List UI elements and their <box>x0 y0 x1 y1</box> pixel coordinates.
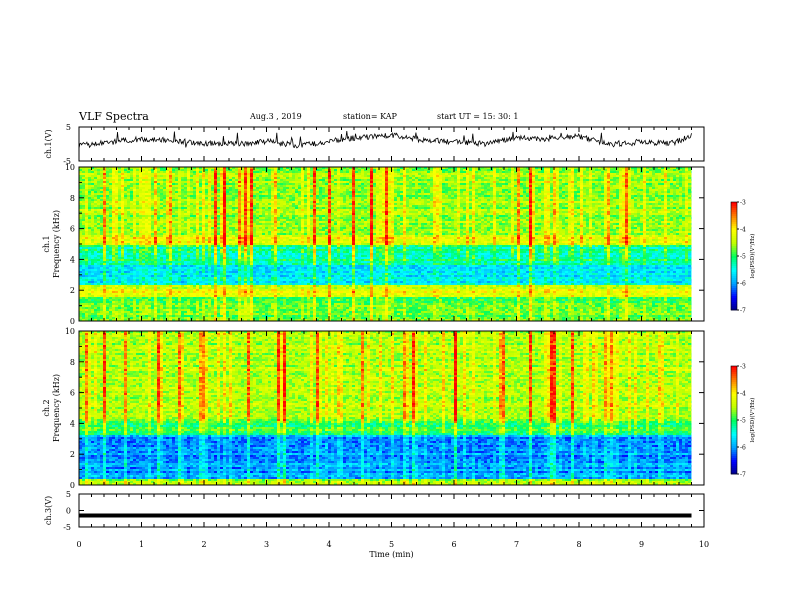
ch2-spectrogram-channel-label: ch.2 <box>42 399 51 416</box>
ch2-spectrogram-colorbar-label: log(PSD)(V²/Hz) <box>749 398 756 443</box>
ch2-spectrogram-ylabel: Frequency (kHz) <box>52 374 61 442</box>
ch3-waveform-ylabel: ch.3(V) <box>44 496 53 525</box>
ch2-spectrogram-colorbar-tick-label: -4 <box>740 391 746 398</box>
ch1-spectrogram-empty-region <box>692 167 705 321</box>
ch1-waveform-ylabel: ch.1(V) <box>44 129 53 158</box>
ch3-waveform-ytick-label: -5 <box>63 523 71 532</box>
x-tick-label: 5 <box>389 540 394 549</box>
ch1-spectrogram-ytick-label: 10 <box>65 163 75 172</box>
x-tick-label: 10 <box>699 540 709 549</box>
ch1-spectrogram-colorbar-tick-label: -7 <box>740 308 746 315</box>
x-tick-label: 1 <box>139 540 144 549</box>
ch1-spectrogram-ytick-label: 8 <box>70 194 75 203</box>
ch1-spectrogram-heatmap <box>79 167 694 321</box>
ch2-spectrogram-ytick-label: 0 <box>70 481 75 490</box>
x-tick-label: 3 <box>264 540 269 549</box>
ch2-spectrogram-empty-region <box>692 331 705 485</box>
ch2-spectrogram-ytick-label: 10 <box>65 327 75 336</box>
x-tick-label: 2 <box>201 540 206 549</box>
ch1-spectrogram-colorbar-label: log(PSD)(V²/Hz) <box>749 234 756 279</box>
ch1-waveform-frame <box>79 127 704 161</box>
ch1-spectrogram-ytick-label: 4 <box>70 255 75 264</box>
ch2-spectrogram-colorbar-tick-label: -3 <box>740 364 746 371</box>
ch1-spectrogram-colorbar-tick-label: -6 <box>740 281 746 288</box>
x-axis-label: Time (min) <box>369 550 413 559</box>
ch1-spectrogram-ylabel: Frequency (kHz) <box>52 210 61 278</box>
ch1-spectrogram-ytick-label: 0 <box>70 317 75 326</box>
ch2-spectrogram-ytick-label: 4 <box>70 419 75 428</box>
ch2-spectrogram-ytick-label: 2 <box>70 450 75 459</box>
x-tick-label: 7 <box>514 540 519 549</box>
ch1-spectrogram-colorbar-tick-label: -5 <box>740 254 746 261</box>
ch3-waveform-ytick-label: 5 <box>66 490 71 499</box>
ch3-waveform-ytick-label: 0 <box>66 507 71 516</box>
ch2-spectrogram-colorbar-tick-label: -6 <box>740 445 746 452</box>
ch2-spectrogram-ytick-label: 8 <box>70 358 75 367</box>
x-tick-label: 9 <box>639 540 644 549</box>
ch1-spectrogram-colorbar-tick-label: -4 <box>740 227 746 234</box>
ch1-spectrogram-colorbar-tick-label: -3 <box>740 200 746 207</box>
x-tick-label: 4 <box>326 540 331 549</box>
x-tick-label: 6 <box>451 540 456 549</box>
ch1-spectrogram-ytick-label: 2 <box>70 286 75 295</box>
ch1-waveform-ytick-label: 5 <box>66 123 71 132</box>
ch1-spectrogram-ytick-label: 6 <box>70 225 75 234</box>
ch2-spectrogram-heatmap <box>79 331 694 485</box>
ch2-spectrogram-colorbar-tick-label: -7 <box>740 472 746 479</box>
ch1-spectrogram-colorbar <box>731 202 737 310</box>
ch2-spectrogram-colorbar <box>731 366 737 474</box>
ch2-spectrogram-colorbar-tick-label: -5 <box>740 418 746 425</box>
x-tick-label: 0 <box>76 540 81 549</box>
ch1-spectrogram-channel-label: ch.1 <box>42 235 51 252</box>
x-tick-label: 8 <box>576 540 581 549</box>
ch2-spectrogram-ytick-label: 6 <box>70 389 75 398</box>
vlf-figure: 5-5ch.1(V)0246810ch.1 Frequency (kHz)-3-4… <box>0 0 792 612</box>
